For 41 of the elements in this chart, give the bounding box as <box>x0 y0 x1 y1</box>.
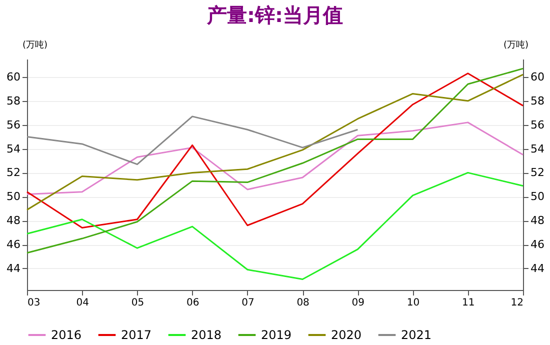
y-tick-label: 54 <box>6 142 20 156</box>
x-tick-label: 09 <box>352 298 365 308</box>
x-tick-label: 06 <box>186 298 200 308</box>
y2-tick-label: 48 <box>530 214 544 228</box>
y-tick-label: 52 <box>6 166 20 180</box>
y2-tick-label: 58 <box>530 94 544 108</box>
x-tick-label: 04 <box>76 298 89 308</box>
legend-label: 2021 <box>401 328 432 342</box>
line-series <box>26 172 524 280</box>
y-tick-label: 58 <box>6 94 20 108</box>
y2-tick-label: 46 <box>530 238 544 252</box>
y-tick-label: 46 <box>6 238 20 252</box>
y-tick-label: 48 <box>6 214 20 228</box>
y2-tick-label: 50 <box>530 190 544 204</box>
chart-title: 产量:锌:当月值 <box>206 3 343 27</box>
legend-label: 2020 <box>331 328 362 342</box>
y2-axis-title: (万吨) <box>503 40 528 50</box>
y-tick-label: 56 <box>6 118 20 132</box>
y-tick-label: 60 <box>6 70 20 84</box>
y-axis-title: (万吨) <box>22 40 48 50</box>
y2-tick-label: 54 <box>530 142 544 156</box>
x-tick-label: 10 <box>406 298 420 308</box>
legend-label: 2018 <box>191 328 222 342</box>
y2-tick-label: 56 <box>530 118 544 132</box>
legend-label: 2019 <box>261 328 292 342</box>
line-series <box>26 122 524 195</box>
legend-label: 2017 <box>121 328 152 342</box>
x-tick-label: 05 <box>131 298 144 308</box>
y-tick-label: 50 <box>6 190 20 204</box>
line-series <box>26 68 524 254</box>
y2-tick-label: 60 <box>530 70 544 84</box>
legend-label: 2016 <box>51 328 82 342</box>
line-series <box>26 116 358 166</box>
y2-tick-label: 44 <box>530 262 544 275</box>
x-tick-label: 07 <box>242 298 254 308</box>
y-tick-label: 44 <box>6 262 20 275</box>
x-tick-label: 03 <box>28 298 40 308</box>
x-tick-label: 11 <box>462 298 475 308</box>
y2-tick-label: 52 <box>530 166 544 180</box>
x-tick-label: 08 <box>296 298 310 308</box>
x-tick-label: 12 <box>510 298 524 308</box>
